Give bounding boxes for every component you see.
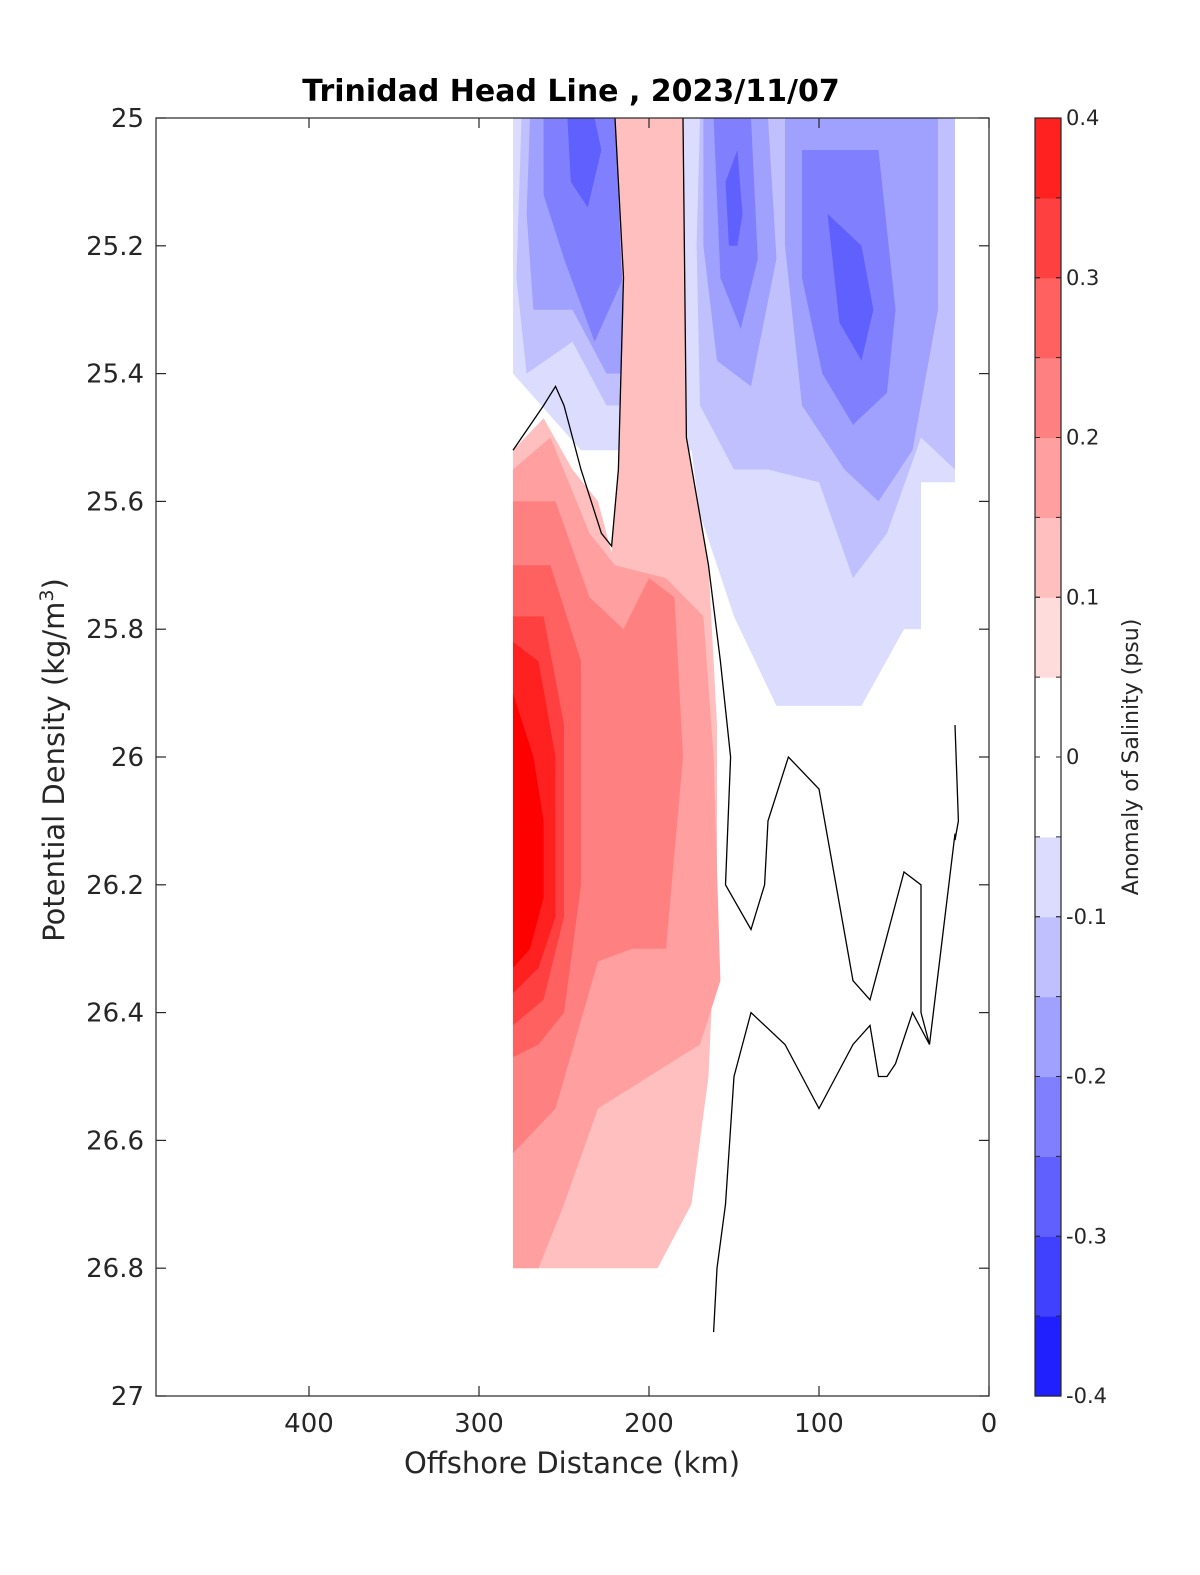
zero-contour-3	[712, 1010, 931, 1333]
x-tick-label: 400	[284, 1409, 334, 1439]
y-axis: 25 25.2 25.4 25.6 25.8 26 26.2 26.4 26.6 26.8 27	[86, 104, 989, 1412]
colorbar-title: Anomaly of Salinity (psu)	[1119, 619, 1144, 896]
colorbar-segment	[1035, 1236, 1061, 1317]
y-tick-label: 26.4	[86, 999, 144, 1029]
y-tick-label: 27	[111, 1382, 144, 1412]
colorbar-segment	[1035, 277, 1061, 359]
zero-contour-1	[682, 117, 956, 1045]
colorbar-tick-label: 0.1	[1066, 585, 1099, 609]
anomaly-contour-fills	[513, 118, 955, 1269]
zero-contour-lines	[512, 117, 960, 1333]
y-axis-title-close: )	[37, 578, 71, 589]
colorbar-segment	[1035, 357, 1061, 439]
colorbar-tick-label: -0.2	[1066, 1065, 1107, 1089]
colorbar-tick-label: -0.4	[1066, 1384, 1107, 1408]
anomaly-region-11	[827, 213, 874, 361]
anomaly-region-6	[543, 118, 624, 342]
y-tick-label: 25	[111, 104, 144, 134]
anomaly-region-10	[725, 150, 743, 246]
anomaly-region-9	[567, 118, 602, 208]
colorbar-segment	[1035, 1316, 1061, 1397]
colorbar-segment	[1035, 1076, 1061, 1157]
colorbar-segment	[1035, 916, 1061, 998]
colorbar-segment	[1035, 118, 1061, 199]
y-tick-label: 25.4	[86, 360, 144, 390]
zero-contour-2	[954, 724, 960, 841]
x-axis: 400 300 200 100 0	[284, 118, 997, 1439]
plot-area	[155, 117, 990, 1397]
y-tick-label: 26	[111, 743, 144, 773]
colorbar-segment	[1035, 836, 1061, 918]
colorbar-segment	[1035, 1156, 1061, 1237]
y-axis-title-main: Potential Density (kg/m	[37, 602, 71, 942]
colorbar-tick-label: 0.3	[1066, 266, 1099, 290]
x-tick-label: 300	[454, 1409, 504, 1439]
zero-contour-0	[512, 117, 625, 548]
x-tick-label: 0	[981, 1409, 998, 1439]
colorbar-tick-label: -0.3	[1066, 1224, 1107, 1248]
y-tick-label: 25.8	[86, 615, 144, 645]
anomaly-region-18	[513, 693, 544, 968]
x-axis-title: Offshore Distance (km)	[404, 1446, 740, 1480]
colorbar-tick-label: 0.4	[1066, 106, 1099, 130]
y-tick-label: 26.8	[86, 1254, 144, 1284]
chart-title: Trinidad Head Line , 2023/11/07	[302, 74, 839, 109]
colorbar-segment	[1035, 197, 1061, 279]
y-tick-label: 26.6	[86, 1126, 144, 1156]
colorbar-segment	[1035, 996, 1061, 1078]
y-tick-label: 26.2	[86, 871, 144, 901]
x-tick-label: 100	[794, 1409, 844, 1439]
y-axis-title-superscript: 3	[36, 589, 58, 601]
y-tick-label: 25.6	[86, 487, 144, 517]
colorbar-tick-label: -0.1	[1066, 905, 1107, 929]
colorbar-tick-label: 0	[1066, 745, 1079, 769]
colorbar-segment	[1035, 597, 1061, 678]
colorbar-segment	[1035, 517, 1061, 598]
x-tick-label: 200	[624, 1409, 674, 1439]
colorbar-ticks: 0.4 0.3 0.2 0.1 0 -0.1 -0.2 -0.3 -0.4	[1035, 106, 1107, 1408]
y-axis-title: Potential Density (kg/m3)	[36, 578, 71, 942]
colorbar-tick-label: 0.2	[1066, 426, 1099, 450]
colorbar-segment	[1035, 437, 1061, 518]
colorbar	[1034, 117, 1062, 1397]
y-tick-label: 25.2	[86, 232, 144, 262]
